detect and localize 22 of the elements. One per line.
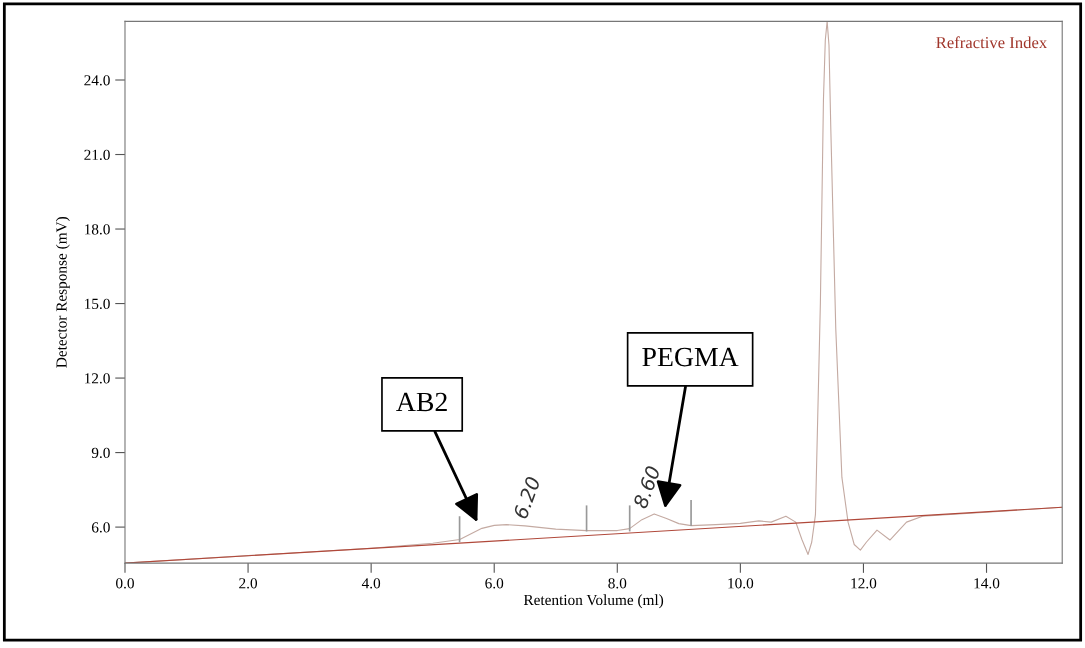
annotation: 8.60 [632,465,661,510]
y-axis-title: Detector Response (mV) [55,216,70,368]
x-tick-label: 12.0 [851,578,877,589]
annotation: PEGMA [642,347,739,367]
x-tick-label: 14.0 [974,578,1000,589]
y-tick-label: 9.0 [91,447,110,459]
x-tick-label: 0.0 [116,578,134,589]
y-tick-label: 24.0 [84,75,110,86]
y-tick-label: 6.0 [91,522,110,533]
x-axis-title: Retention Volume (ml) [523,594,664,609]
y-tick-label: 12.0 [85,373,110,384]
y-tick-label: 15.0 [85,298,110,310]
x-tick-label: 2.0 [239,578,258,589]
x-tick-label: 6.0 [485,578,504,589]
x-tick-label: 10.0 [728,578,754,589]
y-tick-label: 21.0 [84,149,110,161]
x-tick-label: 4.0 [361,578,381,589]
y-tick-label: 18.0 [85,224,110,235]
annotation: AB2 [396,392,447,412]
legend-label: Refractive Index [936,36,1048,49]
annotation: 6.20 [512,475,541,520]
x-tick-label: 8.0 [608,578,627,589]
